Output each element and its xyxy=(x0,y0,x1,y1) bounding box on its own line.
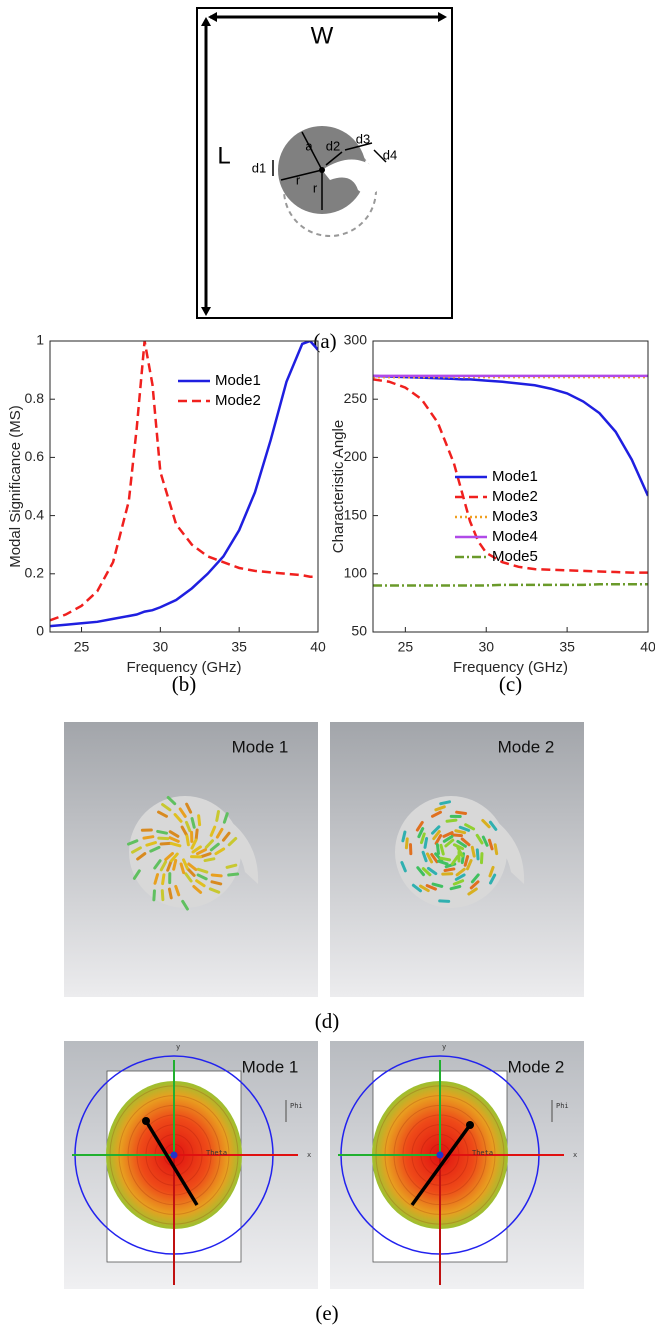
axis-label: Theta xyxy=(472,1149,493,1157)
x-tick-label: 25 xyxy=(398,639,414,655)
y-tick-label: 50 xyxy=(351,623,367,639)
x-tick-label: 35 xyxy=(559,639,575,655)
axis-label: y xyxy=(176,1043,180,1051)
current-arrow xyxy=(447,820,456,821)
caption: (d) xyxy=(315,1009,340,1033)
current-arrow xyxy=(437,845,438,854)
current-arrow xyxy=(196,830,197,839)
y-tick-label: 1 xyxy=(36,332,44,348)
diagram: W L a d2 d3 d4 d1 r r (a) xyxy=(197,8,452,353)
label: d3 xyxy=(356,131,370,146)
label: L xyxy=(217,142,230,169)
arrow-head xyxy=(466,1121,474,1129)
arrow-head xyxy=(142,1117,150,1125)
current-arrow xyxy=(144,837,153,838)
axis-label: Theta xyxy=(206,1149,227,1157)
origin xyxy=(171,1152,178,1159)
current-arrow xyxy=(495,845,496,854)
x-tick-label: 40 xyxy=(310,639,326,655)
legend-label: Mode2 xyxy=(215,392,261,409)
x-tick-label: 40 xyxy=(640,639,655,655)
panel-title: Mode 2 xyxy=(498,737,555,756)
axis-label: Phi xyxy=(290,1102,303,1110)
current-arrow xyxy=(163,875,164,884)
x-tick-label: 35 xyxy=(231,639,247,655)
panel-title: Mode 1 xyxy=(242,1057,299,1076)
series-line xyxy=(373,584,648,585)
y-tick-label: 100 xyxy=(344,565,368,581)
legend-label: Mode2 xyxy=(492,488,538,505)
current-arrow xyxy=(425,839,427,848)
y-tick-label: 0.4 xyxy=(25,506,45,522)
label: d1 xyxy=(252,160,266,175)
current-arrow xyxy=(212,882,221,884)
current-arrow xyxy=(158,831,167,833)
x-tick-label: 30 xyxy=(478,639,494,655)
current-arrow xyxy=(441,802,450,804)
current-arrow xyxy=(169,889,171,898)
current-arrow xyxy=(406,839,407,848)
y-tick-label: 0.6 xyxy=(25,448,45,464)
current-arrow xyxy=(472,847,474,856)
plot-frame xyxy=(373,341,648,632)
current-arrow xyxy=(445,869,454,871)
caption: (c) xyxy=(499,672,522,696)
y-tick-label: 150 xyxy=(344,506,368,522)
y-tick-label: 0 xyxy=(36,623,44,639)
page: {"diagram": {"labels": ["W", "L", "a", "… xyxy=(0,0,655,1328)
y-tick-label: 0.2 xyxy=(25,565,45,581)
x-tick-label: 25 xyxy=(74,639,90,655)
legend-label: Mode4 xyxy=(492,528,538,545)
caption: (e) xyxy=(315,1301,338,1325)
current-arrow xyxy=(477,850,478,859)
current-arrow xyxy=(457,812,466,813)
current-arrow xyxy=(217,812,219,821)
current-arrow xyxy=(199,816,200,825)
series-line xyxy=(50,341,318,620)
legend-label: Mode3 xyxy=(492,508,538,525)
y-tick-label: 200 xyxy=(344,448,368,464)
y-axis-label: Characteristic Angle xyxy=(330,420,347,553)
current-arrow xyxy=(456,831,465,833)
y-tick-label: 0.8 xyxy=(25,390,45,406)
current-arrow xyxy=(161,843,170,844)
label: r xyxy=(313,180,318,195)
plot-frame xyxy=(50,341,318,632)
origin xyxy=(437,1152,444,1159)
label: W xyxy=(311,22,334,49)
current-arrow xyxy=(403,832,405,841)
current-arrow xyxy=(162,891,163,900)
current-arrow xyxy=(192,819,194,828)
axis-label: Phi xyxy=(556,1102,569,1110)
current-arrow xyxy=(453,835,462,836)
current-arrow xyxy=(174,861,176,870)
current-arrow xyxy=(187,836,188,845)
current-arrow xyxy=(229,874,238,875)
current-arrow xyxy=(212,875,221,876)
series-line xyxy=(50,341,318,626)
y-tick-label: 250 xyxy=(344,390,368,406)
panel-title: Mode 1 xyxy=(232,737,289,756)
current-arrow xyxy=(205,859,214,861)
legend-label: Mode1 xyxy=(492,468,538,485)
y-tick-label: 300 xyxy=(344,332,368,348)
current-arrow xyxy=(441,858,450,860)
axis-label: x xyxy=(307,1151,311,1159)
axis-label: y xyxy=(442,1043,446,1051)
label: a xyxy=(305,138,313,153)
panel-title: Mode 2 xyxy=(508,1057,565,1076)
label: d4 xyxy=(383,147,397,162)
label: d2 xyxy=(326,138,340,153)
axis-label: x xyxy=(573,1151,577,1159)
legend-label: Mode5 xyxy=(492,548,538,565)
patch-outline xyxy=(129,796,241,908)
figure: W L a d2 d3 d4 d1 r r (a) (d) (e) 0 0.2 0.… xyxy=(0,0,655,1328)
caption: (b) xyxy=(172,672,197,696)
y-axis-label: Modal Significance (MS) xyxy=(7,405,24,568)
label: r xyxy=(296,172,301,187)
current-arrow xyxy=(154,891,155,900)
current-arrow xyxy=(159,838,168,839)
legend-label: Mode1 xyxy=(215,372,261,389)
x-tick-label: 30 xyxy=(153,639,169,655)
